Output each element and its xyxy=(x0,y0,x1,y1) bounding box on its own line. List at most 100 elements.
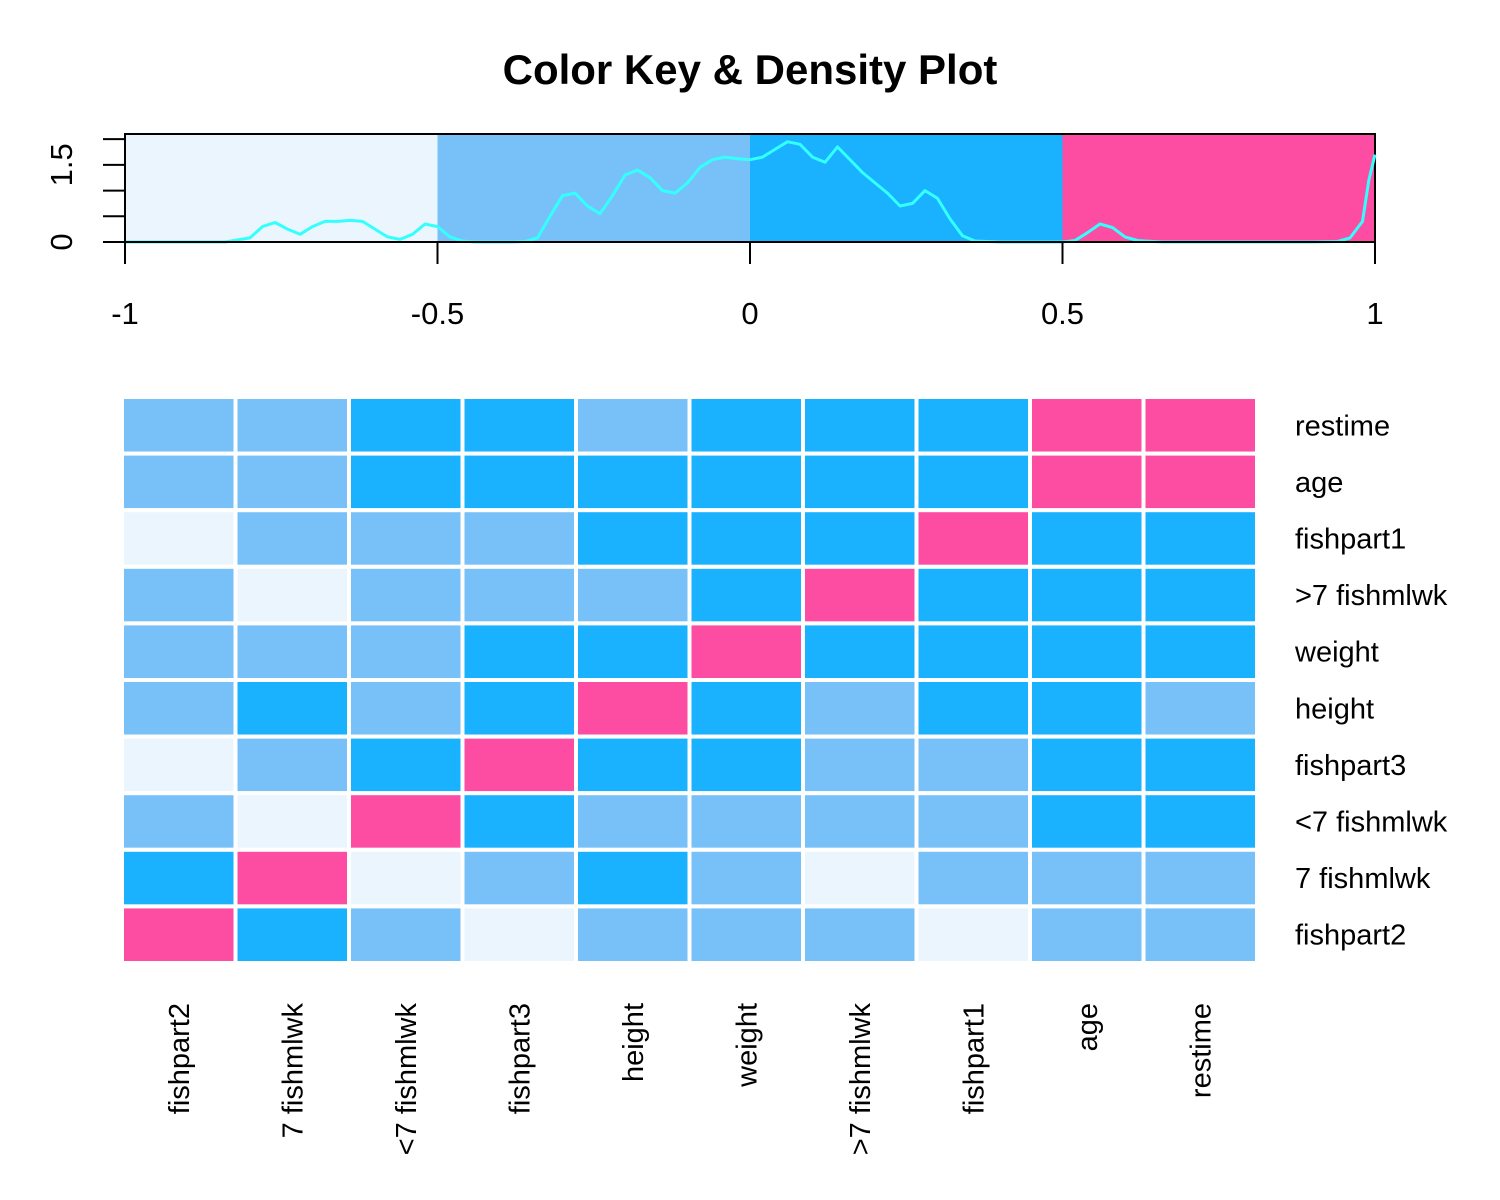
heatmap-cell xyxy=(574,791,692,852)
row-label: weight xyxy=(1294,637,1379,669)
heatmap-cell xyxy=(801,734,919,796)
heatmap-cell xyxy=(914,395,1032,456)
heatmap-cell xyxy=(460,564,578,626)
heatmap-cell xyxy=(1028,621,1146,683)
x-tick-label: 0 xyxy=(741,296,758,331)
heatmap-cell xyxy=(1141,791,1259,852)
heatmap-cell xyxy=(233,678,351,739)
col-label: weight xyxy=(731,1003,763,1088)
heatmap-cell xyxy=(574,904,692,966)
col-label: height xyxy=(618,1003,650,1082)
heatmap-cell xyxy=(233,734,351,796)
heatmap-cell xyxy=(347,904,465,966)
heatmap-cell xyxy=(460,621,578,683)
col-label: fishpart1 xyxy=(958,1003,990,1114)
heatmap-cell xyxy=(914,678,1032,739)
heatmap: restime age fishpart1 >7 fishmlwk weight heig… xyxy=(120,395,1448,1156)
heatmap-cell xyxy=(1141,847,1259,909)
heatmap-cell xyxy=(120,847,238,909)
heatmap-cell xyxy=(914,904,1032,966)
x-tick-label: -1 xyxy=(111,296,139,331)
heatmap-cell xyxy=(120,564,238,626)
heatmap-cell xyxy=(460,395,578,456)
heatmap-cell xyxy=(687,904,805,966)
heatmap-cell xyxy=(914,791,1032,852)
col-label: fishpart2 xyxy=(164,1003,196,1114)
heatmap-cell xyxy=(347,621,465,683)
row-label: fishpart2 xyxy=(1295,920,1406,952)
heatmap-cell xyxy=(1141,508,1259,569)
heatmap-cell xyxy=(574,395,692,456)
col-label: age xyxy=(1072,1003,1104,1051)
heatmap-cell xyxy=(347,734,465,796)
heatmap-cell xyxy=(801,395,919,456)
heatmap-cell xyxy=(460,508,578,569)
heatmap-cell xyxy=(347,564,465,626)
heatmap-cell xyxy=(914,564,1032,626)
heatmap-cell xyxy=(1028,451,1146,513)
heatmap-cell xyxy=(1028,395,1146,456)
chart-title: Color Key & Density Plot xyxy=(503,46,998,93)
heatmap-cell xyxy=(1028,508,1146,569)
heatmap-cell xyxy=(801,621,919,683)
heatmap-cell xyxy=(687,564,805,626)
heatmap-cell xyxy=(687,734,805,796)
heatmap-cell xyxy=(914,621,1032,683)
heatmap-cell xyxy=(574,678,692,739)
col-label: restime xyxy=(1185,1003,1217,1098)
col-label: >7 fishmlwk xyxy=(845,1003,877,1156)
heatmap-cell xyxy=(1141,451,1259,513)
heatmap-cell xyxy=(1028,678,1146,739)
heatmap-cell xyxy=(1028,734,1146,796)
heatmap-cell xyxy=(1028,904,1146,966)
heatmap-cell xyxy=(233,904,351,966)
heatmap-cell xyxy=(687,395,805,456)
heatmap-cell xyxy=(801,451,919,513)
heatmap-cell xyxy=(1141,621,1259,683)
heatmap-cell xyxy=(1141,564,1259,626)
heatmap-cell xyxy=(914,508,1032,569)
heatmap-cell xyxy=(460,791,578,852)
x-tick-label: 1 xyxy=(1366,296,1383,331)
heatmap-cell xyxy=(687,678,805,739)
heatmap-cell xyxy=(687,791,805,852)
heatmap-cell xyxy=(1141,904,1259,966)
heatmap-cell xyxy=(1028,847,1146,909)
heatmap-cell xyxy=(574,564,692,626)
heatmap-cell xyxy=(233,564,351,626)
heatmap-cell xyxy=(574,847,692,909)
heatmap-cell xyxy=(460,847,578,909)
y-tick-label: 1.5 xyxy=(44,143,79,186)
heatmap-cell xyxy=(233,395,351,456)
heatmap-cell xyxy=(687,451,805,513)
color-key: -1 -0.5 0 0.5 1 0 1.5 xyxy=(44,133,1384,331)
heatmap-cell xyxy=(1141,395,1259,456)
heatmap-cell xyxy=(233,508,351,569)
row-label: 7 fishmlwk xyxy=(1295,863,1431,895)
heatmap-cell xyxy=(233,451,351,513)
row-label: restime xyxy=(1295,410,1390,442)
heatmap-cell xyxy=(120,451,238,513)
heatmap-cell xyxy=(801,904,919,966)
x-tick-label: -0.5 xyxy=(411,296,464,331)
heatmap-cell xyxy=(801,791,919,852)
heatmap-cell xyxy=(914,847,1032,909)
heatmap-cell xyxy=(233,621,351,683)
heatmap-cell xyxy=(120,395,238,456)
heatmap-cell xyxy=(1141,678,1259,739)
heatmap-cell xyxy=(914,734,1032,796)
heatmap-cell xyxy=(574,734,692,796)
heatmap-cell xyxy=(347,678,465,739)
heatmap-cell xyxy=(1028,564,1146,626)
density-line xyxy=(125,140,1377,244)
col-label: 7 fishmlwk xyxy=(277,1003,309,1139)
heatmap-cell xyxy=(347,395,465,456)
color-bin-2 xyxy=(750,134,1063,242)
heatmap-cell xyxy=(120,791,238,852)
heatmap-cell xyxy=(574,451,692,513)
heatmap-cell xyxy=(347,451,465,513)
x-tick-label: 0.5 xyxy=(1041,296,1084,331)
row-label: >7 fishmlwk xyxy=(1295,580,1448,612)
heatmap-cell xyxy=(120,678,238,739)
